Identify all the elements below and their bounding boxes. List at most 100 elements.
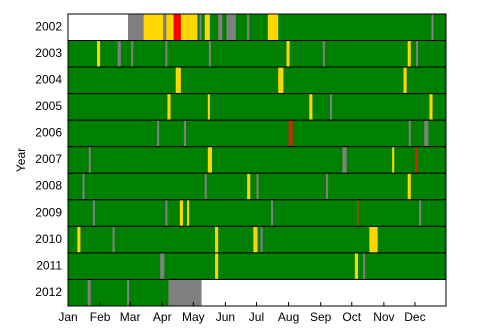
event <box>363 252 366 280</box>
event <box>68 14 129 41</box>
row-background <box>68 40 446 68</box>
event <box>187 199 190 227</box>
event <box>419 199 422 227</box>
y-tick-label: 2008 <box>35 179 62 193</box>
event <box>112 226 115 253</box>
event <box>342 146 347 174</box>
event <box>247 14 250 41</box>
event <box>218 14 223 41</box>
x-tick-label: Jun <box>216 310 235 324</box>
y-tick-label: 2004 <box>35 73 62 87</box>
event <box>414 146 419 174</box>
event <box>325 173 328 200</box>
event <box>175 67 181 94</box>
event <box>204 173 207 200</box>
row-background <box>68 120 446 147</box>
event <box>429 93 433 121</box>
y-tick-label: 2003 <box>35 46 62 60</box>
event <box>166 14 174 41</box>
event <box>199 14 202 41</box>
event <box>87 279 91 306</box>
event <box>201 279 446 306</box>
event <box>286 40 290 68</box>
event <box>226 14 236 41</box>
y-tick-label: 2010 <box>35 232 62 246</box>
event <box>403 67 407 94</box>
x-tick-label: Dec <box>404 310 425 324</box>
event <box>173 14 181 41</box>
event <box>407 173 411 200</box>
event <box>208 40 211 68</box>
event <box>215 252 219 280</box>
event <box>163 14 167 41</box>
event <box>88 146 91 174</box>
event <box>117 40 121 68</box>
event <box>207 93 210 121</box>
row-border <box>67 278 447 307</box>
event <box>415 40 419 68</box>
event <box>278 67 284 94</box>
event <box>247 173 251 200</box>
event <box>165 199 168 227</box>
event <box>143 14 164 41</box>
event <box>354 252 358 280</box>
event <box>253 226 258 253</box>
event <box>408 120 411 147</box>
x-tick-label: Sep <box>310 310 332 324</box>
row-background <box>68 199 446 227</box>
event <box>267 14 279 41</box>
event <box>128 14 144 41</box>
event <box>260 226 263 253</box>
event <box>392 146 395 174</box>
event <box>431 14 434 41</box>
event <box>131 40 134 68</box>
y-axis-label: Year <box>14 148 28 172</box>
y-tick-label: 2009 <box>35 205 62 219</box>
row-background <box>68 146 446 174</box>
x-tick-label: Jan <box>58 310 77 324</box>
event <box>288 120 293 147</box>
event <box>167 93 171 121</box>
event <box>96 40 101 68</box>
x-tick-label: Aug <box>278 310 299 324</box>
y-tick-label: 2011 <box>36 258 62 272</box>
y-tick-label: 2002 <box>35 19 62 33</box>
event <box>180 14 198 41</box>
y-tick-label: 2007 <box>35 152 62 166</box>
event <box>256 173 259 200</box>
x-tick-label: Apr <box>153 310 172 324</box>
x-tick-label: Nov <box>373 310 394 324</box>
event <box>168 279 202 306</box>
x-tick-label: May <box>182 310 205 324</box>
x-tick-label: Feb <box>90 310 111 324</box>
event <box>215 226 219 253</box>
event <box>424 120 429 147</box>
x-tick-label: Jul <box>249 310 264 324</box>
x-tick-label: Mar <box>120 310 141 324</box>
event <box>270 199 274 227</box>
row-background <box>68 252 446 280</box>
event <box>165 40 168 68</box>
event <box>322 40 325 68</box>
event <box>82 173 85 200</box>
row-background <box>68 93 446 121</box>
y-tick-label: 2005 <box>35 99 62 113</box>
event <box>157 120 160 147</box>
event <box>207 146 212 174</box>
event <box>160 252 165 280</box>
row-background <box>68 67 446 94</box>
event <box>204 14 210 41</box>
event <box>77 226 81 253</box>
event <box>183 120 187 147</box>
event <box>127 279 130 306</box>
y-tick-label: 2012 <box>35 285 62 299</box>
event <box>407 40 411 68</box>
event <box>309 93 313 121</box>
y-tick-label: 2006 <box>35 126 62 140</box>
event <box>330 93 333 121</box>
event <box>369 226 378 253</box>
event <box>356 199 360 227</box>
x-tick-label: Oct <box>342 310 361 324</box>
event <box>92 199 95 227</box>
